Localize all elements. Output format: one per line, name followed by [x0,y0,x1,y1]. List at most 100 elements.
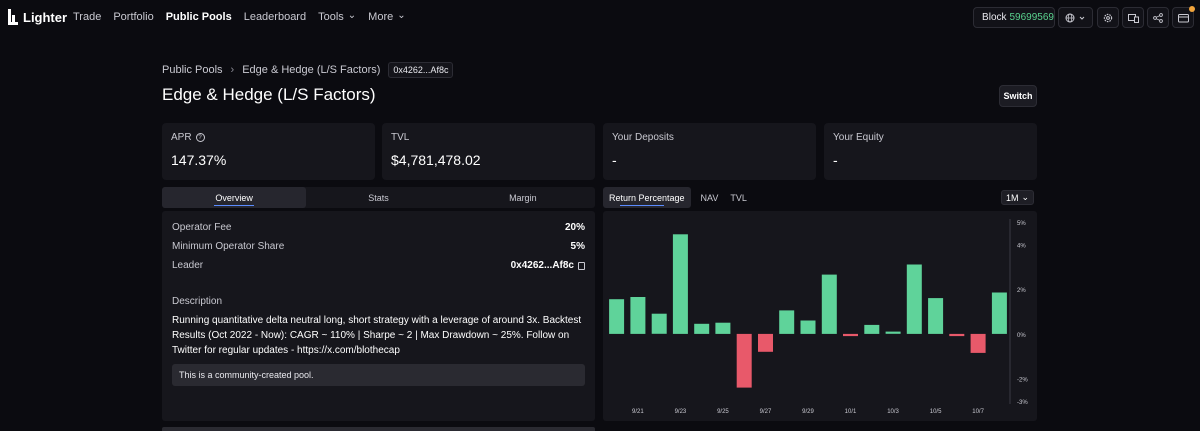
tab-overview[interactable]: Overview [162,187,307,208]
stat-card-deposits: Your Deposits - [603,123,816,180]
range-select[interactable]: 1M ⌄ [1000,190,1034,205]
chart-bar[interactable] [991,292,1007,334]
x-tick-label: 9/29 [802,409,814,415]
brand-logo[interactable]: Lighter [8,9,67,25]
x-tick-label: 9/21 [632,409,644,415]
chart-bar[interactable] [864,324,880,334]
stat-label-apr: APR [171,132,192,143]
brand-name: Lighter [23,9,68,25]
chart-bar[interactable] [609,299,625,334]
stat-value-apr: 147.37% [171,152,227,168]
stat-card-apr: APR? 147.37% [162,123,375,180]
x-tick-label: 9/25 [717,409,729,415]
return-chart-svg: 5% 4% 2% 0% -2% -3% 9/21 9/23 9/25 9/27 9/29 10/1 10… [609,219,1028,415]
chart-bar[interactable] [715,322,731,334]
switch-button[interactable]: Switch [999,85,1037,107]
language-button[interactable] [1058,7,1093,28]
chart-bar[interactable] [694,323,710,334]
min-share-row: Minimum Operator Share 5% [172,241,585,252]
chart-bar[interactable] [651,313,667,334]
chevron-right-icon: › [230,64,235,76]
operator-fee-value: 20% [564,222,585,233]
page-title: Edge & Hedge (L/S Factors) [162,85,376,104]
return-chart: 5% 4% 2% 0% -2% -3% 9/21 9/23 9/25 9/27 9/29 10/1 10… [603,211,1037,421]
nav-link-more[interactable]: More [368,11,405,23]
nav-link-trade[interactable]: Trade [73,11,102,23]
stat-value-equity: - [833,152,838,168]
nav-links: Trade Portfolio Public Pools Leaderboard… [73,11,406,23]
description-text: Running quantitative delta neutral long,… [172,315,582,356]
chart-bar[interactable] [906,264,922,334]
tab-nav[interactable]: NAV [700,192,719,203]
globe-icon [1065,13,1084,22]
chart-bar[interactable] [885,331,901,334]
y-tick-label: -2% [1017,378,1028,384]
wallet-button[interactable] [1172,6,1195,28]
leader-row: Leader 0x4262...Af8c [172,260,585,271]
description-label: Description [172,296,223,307]
y-tick-label: 5% [1017,221,1026,227]
nav-link-public-pools[interactable]: Public Pools [165,11,232,23]
chart-bar[interactable] [843,333,858,337]
chart-bar[interactable] [970,333,986,353]
stat-value-deposits: - [612,152,617,168]
chart-bar[interactable] [736,333,752,388]
chevron-down-icon: ⌄ [1021,192,1029,202]
chart-bar[interactable] [779,310,795,334]
leader-address: 0x4262...Af8c [510,260,574,271]
x-tick-label: 10/3 [887,409,899,415]
y-tick-label: 0% [1017,333,1026,339]
left-tabs: Overview Stats Margin [162,187,595,208]
stat-label-tvl: TVL [391,132,410,143]
chart-bar[interactable] [630,297,646,334]
chart-bar[interactable] [800,320,816,334]
stat-label-deposits: Your Deposits [612,132,674,143]
x-tick-label: 10/7 [972,409,984,415]
chart-bar[interactable] [928,298,944,334]
x-tick-label: 9/23 [675,409,687,415]
copy-icon[interactable] [578,261,585,270]
range-value: 1M [1005,192,1019,203]
stat-card-equity: Your Equity - [824,123,1037,180]
share-icon [1153,12,1163,23]
chart-bar[interactable] [758,333,773,352]
nav-link-leaderboard[interactable]: Leaderboard [243,11,307,23]
breadcrumb-root[interactable]: Public Pools [162,64,223,76]
tab-return-percentage[interactable]: Return Percentage [603,187,691,208]
y-tick-label: 4% [1017,243,1026,249]
tab-margin[interactable]: Margin [509,192,537,203]
breadcrumb: Public Pools › Edge & Hedge (L/S Factors… [162,62,454,78]
community-note: This is a community-created pool. [172,364,585,386]
chart-tabs: Return Percentage NAV TVL 1M ⌄ [603,187,1037,208]
wallet-icon [1177,13,1189,22]
nav-link-portfolio[interactable]: Portfolio [113,11,154,23]
x-tick-label: 10/1 [845,409,857,415]
settings-button[interactable] [1097,7,1119,28]
stat-label-equity: Your Equity [833,132,884,143]
lighter-logo-icon [8,9,18,25]
overview-panel: Operator Fee 20% Minimum Operator Share … [162,211,595,421]
block-label: Block [982,12,1007,23]
stat-card-tvl: TVL $4,781,478.02 [382,123,595,180]
share-button[interactable] [1147,7,1169,28]
chart-bar[interactable] [672,234,688,334]
block-indicator: Block 59699569 [973,7,1055,28]
tab-tvl[interactable]: TVL [730,192,747,203]
tab-stats[interactable]: Stats [368,192,389,203]
min-share-label: Minimum Operator Share [172,241,285,252]
min-share-value: 5% [570,241,585,252]
devices-icon [1127,13,1139,23]
breadcrumb-current: Edge & Hedge (L/S Factors) [242,64,381,76]
chart-bar[interactable] [949,333,965,337]
x-tick-label: 9/27 [760,409,772,415]
y-tick-label: -3% [1017,400,1028,406]
devices-button[interactable] [1122,7,1144,28]
top-nav: Lighter Trade Portfolio Public Pools Lea… [0,0,1200,36]
block-number: 59699569 [1009,12,1055,23]
nav-link-tools[interactable]: Tools [318,11,356,23]
y-tick-label: 2% [1017,288,1026,294]
panel-strip [162,427,595,431]
pool-address-chip[interactable]: 0x4262...Af8c [388,62,454,78]
help-icon[interactable]: ? [195,133,205,142]
chart-bar[interactable] [821,274,837,334]
